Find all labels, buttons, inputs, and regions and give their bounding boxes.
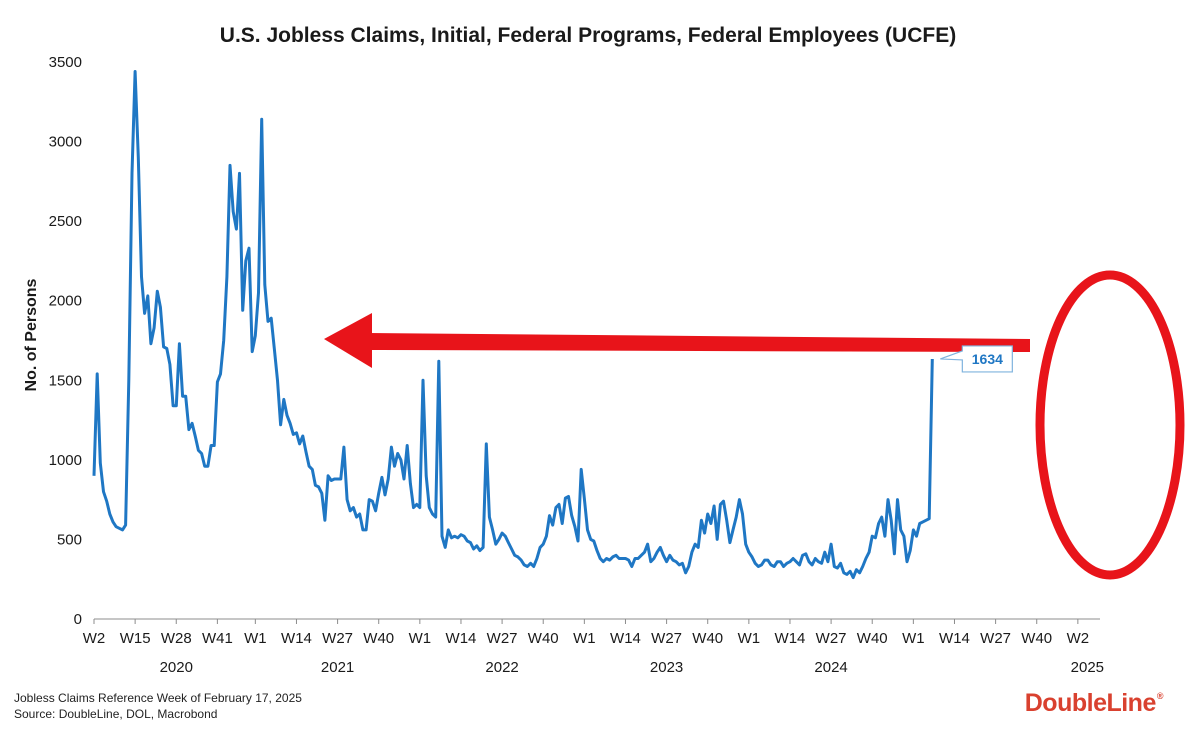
x-tick-label: W27 [487,630,518,647]
x-tick-label: W1 [573,630,596,647]
x-tick-label: W14 [610,630,641,647]
x-tick-label: W40 [1021,630,1052,647]
data-label-callout [940,345,1013,373]
y-tick-label: 3000 [49,134,82,151]
y-tick-label: 500 [57,531,82,548]
y-axis-label: No. of Persons [23,278,40,391]
x-tick-label: W14 [281,630,312,647]
x-tick-label: W40 [528,630,559,647]
y-tick-label: 2000 [49,293,82,310]
x-tick-label: W27 [816,630,847,647]
y-tick-label: 3500 [49,54,82,71]
x-tick-label: W27 [322,630,353,647]
year-label: 2024 [814,659,847,676]
year-label: 2022 [485,659,518,676]
x-tick-label: W2 [83,630,106,647]
registered-mark: ® [1156,691,1164,701]
year-label: 2023 [650,659,683,676]
year-label: 2020 [160,659,193,676]
footnote-reference-week: Jobless Claims Reference Week of Februar… [14,691,302,705]
x-tick-label: W1 [244,630,267,647]
brand-logo: DoubleLine® [1024,689,1164,718]
x-tick-label: W40 [692,630,723,647]
series-line [92,70,934,580]
x-tick-label: W27 [651,630,682,647]
last-value-label: 1634 [972,351,1003,367]
x-tick-label: W27 [980,630,1011,647]
y-tick-label: 1500 [49,372,82,389]
x-tick-label: W1 [409,630,432,647]
x-tick-label: W1 [738,630,761,647]
x-axis: W2 W15 W28 W41 W1 W14 W27 W40 W1 W14 W27 W40 W1 W14 W2… [83,618,1104,676]
red-arrow-head [324,313,372,368]
chart-title: U.S. Jobless Claims, Initial, Federal Pr… [220,24,956,47]
red-highlight-ellipse [1035,270,1185,580]
x-tick-label: W14 [775,630,806,647]
annotation-layer: 1634 [324,270,1185,580]
y-tick-label: 1000 [49,452,82,469]
x-tick-label: W14 [939,630,970,647]
y-tick-label: 0 [74,611,82,628]
x-tick-label: W40 [363,630,394,647]
x-tick-label: W14 [446,630,477,647]
red-arrow-shaft [368,333,1030,352]
year-label: 2025 [1071,659,1104,676]
x-tick-label: W2 [1067,630,1090,647]
series-layer [92,70,934,580]
x-tick-label: W28 [161,630,192,647]
x-tick-label: W41 [202,630,233,647]
y-tick-label: 2500 [49,213,82,230]
year-label: 2021 [321,659,354,676]
x-tick-label: W40 [857,630,888,647]
footnote-source: Source: DoubleLine, DOL, Macrobond [14,707,218,721]
x-tick-label: W15 [120,630,151,647]
y-axis: 0 500 1000 1500 2000 2500 3000 3500 [49,54,82,628]
x-tick-label: W1 [902,630,925,647]
brand-logo-text: DoubleLine [1024,689,1157,717]
